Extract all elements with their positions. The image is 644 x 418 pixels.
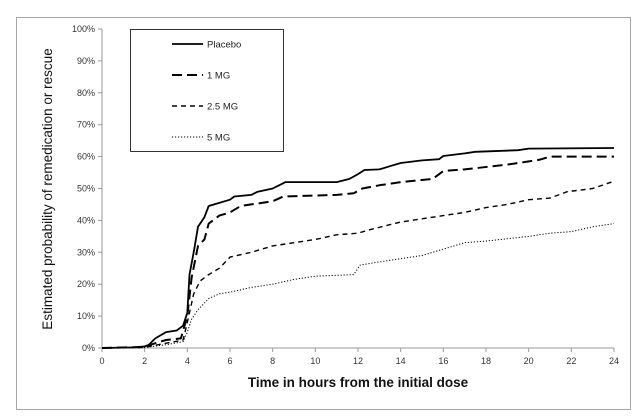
- x-tick-label: 2: [142, 356, 147, 366]
- chart-frame: [16, 17, 631, 410]
- axes: 0 2 4 6 8 10 12 14 16 18 20 22 240%10%20%30%40%50%60…: [72, 24, 619, 366]
- y-tick-label: 60%: [77, 152, 95, 162]
- y-tick-label: 10%: [77, 311, 95, 321]
- x-tick-label: 8: [270, 356, 275, 366]
- x-tick-label: 0: [99, 356, 104, 366]
- legend-box: [130, 29, 284, 152]
- x-tick-label: 10: [310, 356, 320, 366]
- x-tick-label: 22: [566, 356, 576, 366]
- y-tick-label: 20%: [77, 279, 95, 289]
- y-tick-label: 30%: [77, 247, 95, 257]
- y-axis-title: Estimated probability of remedication or…: [40, 48, 55, 329]
- legend-label: 2.5 MG: [207, 102, 238, 113]
- y-tick-label: 90%: [77, 56, 95, 66]
- series-lines: [101, 147, 615, 349]
- y-tick-label: 50%: [77, 184, 95, 194]
- x-tick-label: 4: [185, 356, 190, 366]
- legend-label: 5 MG: [207, 133, 230, 144]
- y-tick-label: 100%: [72, 24, 95, 34]
- x-tick-label: 20: [524, 356, 534, 366]
- series-line-5-mg: [101, 223, 615, 349]
- y-tick-label: 0%: [82, 343, 95, 353]
- legend-label: Placebo: [207, 40, 241, 51]
- series-line-2-5-mg: [101, 180, 615, 349]
- series-line-placebo: [101, 147, 615, 349]
- y-tick-label: 40%: [77, 215, 95, 225]
- x-tick-label: 12: [353, 356, 363, 366]
- x-tick-label: 16: [438, 356, 448, 366]
- x-tick-label: 6: [227, 356, 232, 366]
- x-axis-title: Time in hours from the initial dose: [248, 375, 469, 390]
- x-tick-label: 24: [609, 356, 619, 366]
- series-line-1-mg: [101, 155, 614, 349]
- x-tick-label: 18: [481, 356, 491, 366]
- legend: Placebo 1 MG 2.5 MG 5 MG: [130, 29, 284, 152]
- y-tick-label: 80%: [77, 88, 95, 98]
- y-tick-label: 70%: [77, 120, 95, 130]
- legend-label: 1 MG: [207, 71, 230, 82]
- x-tick-label: 14: [396, 356, 406, 366]
